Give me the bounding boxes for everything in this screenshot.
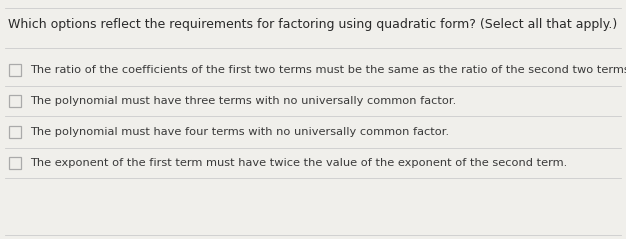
Bar (9, 64, 21, 76)
Text: The exponent of the first term must have twice the value of the exponent of the : The exponent of the first term must have… (31, 158, 568, 168)
Text: The polynomial must have four terms with no universally common factor.: The polynomial must have four terms with… (31, 127, 449, 137)
Text: The polynomial must have three terms with no universally common factor.: The polynomial must have three terms wit… (31, 96, 457, 106)
Text: Which options reflect the requirements for factoring using quadratic form? (Sele: Which options reflect the requirements f… (8, 18, 617, 31)
Bar (9, 157, 21, 169)
Bar (9, 126, 21, 138)
Text: The ratio of the coefficients of the first two terms must be the same as the rat: The ratio of the coefficients of the fir… (31, 65, 626, 75)
Bar (9, 95, 21, 107)
